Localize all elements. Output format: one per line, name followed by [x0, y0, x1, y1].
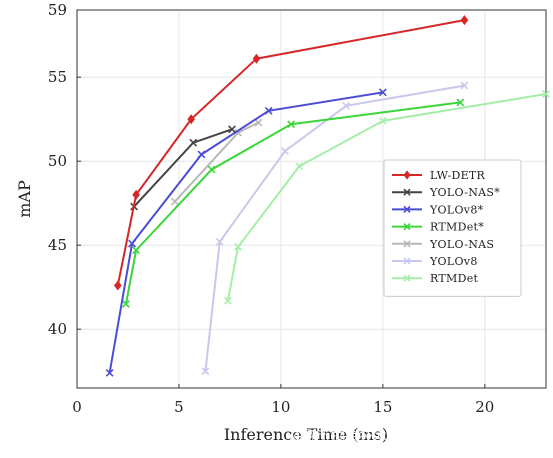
- data-point: [114, 280, 122, 291]
- legend-marker: [403, 205, 411, 214]
- data-point: [281, 147, 289, 156]
- data-point: [252, 53, 261, 64]
- data-point: [189, 138, 198, 147]
- data-point: [105, 368, 114, 377]
- watermark: @稀土掘金技术社区 @ CoovallyAIHub: [289, 429, 540, 445]
- data-point: [207, 165, 216, 174]
- legend-label: YOLOv8*: [429, 203, 484, 216]
- y-tick-label: 40: [48, 320, 67, 338]
- series-yolo-nas: [130, 125, 236, 211]
- legend-entry: YOLOv8: [392, 255, 478, 268]
- data-point: [132, 189, 140, 200]
- data-point: [378, 88, 387, 97]
- x-tick-label: 15: [373, 398, 392, 416]
- legend-box: [383, 159, 522, 297]
- data-point: [132, 246, 141, 255]
- data-point: [342, 101, 351, 110]
- x-tick-label: 5: [174, 398, 184, 416]
- data-point: [460, 15, 469, 26]
- data-point: [264, 106, 273, 115]
- series-yolov8: [201, 81, 469, 376]
- data-point: [122, 300, 130, 308]
- legend-marker: [403, 240, 411, 248]
- data-point: [170, 197, 179, 206]
- data-point: [223, 296, 232, 305]
- data-point: [197, 150, 206, 159]
- legend-label: LW-DETR: [430, 169, 486, 182]
- axis-ticks: 0 5 10 15 20 40 45 50 55 59: [48, 1, 494, 416]
- legend-label: RTMDet: [430, 272, 479, 285]
- legend: LW-DETR YOLO-NAS* YOLOv8* RTMDet* YOLO-NAS YO…: [383, 159, 522, 297]
- data-point: [378, 116, 387, 125]
- x-tick-label: 20: [475, 398, 494, 416]
- data-point: [254, 118, 263, 127]
- legend-label: YOLOv8: [429, 255, 478, 268]
- legend-marker: [403, 274, 411, 282]
- series-line-yolov8: [108, 91, 384, 374]
- plot-area: [76, 9, 547, 389]
- y-tick-label: 59: [48, 1, 67, 19]
- data-point: [460, 81, 469, 90]
- data-point: [542, 90, 550, 98]
- data-point: [128, 239, 136, 248]
- series-yolo-nas: [170, 118, 263, 206]
- series-layer: [105, 15, 550, 377]
- data-point: [228, 125, 236, 134]
- data-point: [287, 120, 296, 129]
- y-tick-label: 45: [48, 236, 67, 254]
- x-axis-label: Inference Time (ms): [224, 425, 388, 444]
- data-point: [215, 237, 224, 246]
- y-axis-label: mAP: [15, 180, 34, 218]
- legend-entry: YOLO-NAS*: [392, 186, 500, 199]
- data-point: [295, 162, 304, 171]
- legend-label: YOLO-NAS*: [429, 186, 500, 199]
- data-point: [201, 367, 210, 376]
- x-tick-label: 10: [271, 398, 290, 416]
- legend-entry: LW-DETR: [392, 169, 486, 182]
- series-lw-detr: [114, 15, 469, 291]
- data-point: [187, 114, 195, 125]
- series-rtmdet: [223, 90, 550, 305]
- legend-entry: YOLOv8*: [392, 203, 484, 216]
- y-tick-label: 50: [48, 152, 67, 170]
- legend-label: YOLO-NAS: [429, 238, 494, 251]
- legend-marker: [403, 188, 411, 196]
- legend-label: RTMDet*: [430, 221, 484, 234]
- legend-marker: [403, 170, 411, 180]
- series-yolov8: [105, 88, 387, 377]
- data-point: [234, 128, 243, 137]
- x-tick-label: 0: [72, 398, 82, 416]
- series-rtmdet: [122, 98, 465, 308]
- legend-marker: [403, 257, 411, 265]
- legend-marker: [403, 222, 411, 231]
- series-line-yolo-nas: [133, 128, 233, 208]
- data-point: [456, 98, 465, 107]
- data-point: [234, 242, 243, 251]
- legend-entry: YOLO-NAS: [392, 238, 494, 251]
- legend-entry: RTMDet*: [392, 221, 484, 234]
- y-tick-label: 55: [48, 68, 67, 86]
- legend-entry: RTMDet: [392, 272, 479, 285]
